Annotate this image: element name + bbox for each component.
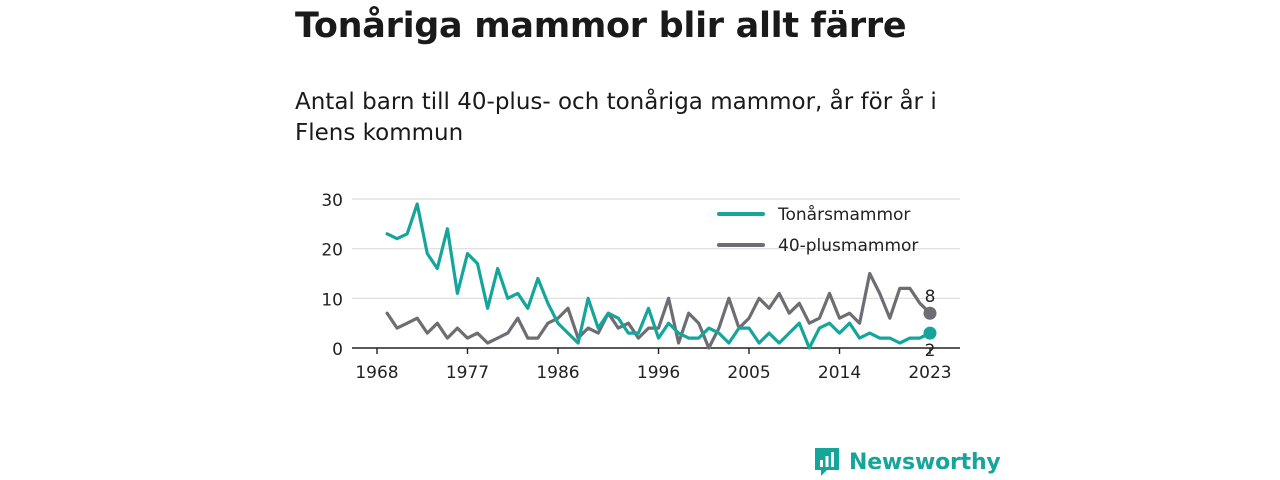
x-tick-label: 1968 (355, 363, 398, 383)
legend-label: 40-plusmammor (778, 236, 918, 256)
y-tick-label: 30 (321, 191, 343, 211)
series-line-tonarsmammor (385, 202, 932, 350)
chart-title: Tonåriga mammor blir allt färre (295, 6, 907, 46)
end-point-tonarsmammor (923, 326, 937, 340)
x-tick-label: 2014 (818, 363, 861, 383)
end-point-40-plusmammor (923, 306, 937, 320)
x-tick-label: 2005 (727, 363, 770, 383)
y-tick-label: 0 (332, 340, 343, 360)
x-tick-label: 2023 (908, 363, 951, 383)
chart-subtitle: Antal barn till 40-plus- och tonåriga ma… (295, 89, 937, 146)
end-value-label: 8 (925, 287, 936, 307)
x-tick-label: 1996 (637, 363, 680, 383)
series-line-40-plusmammor (385, 271, 932, 350)
y-tick-label: 20 (321, 241, 343, 261)
y-tick-label: 10 (321, 290, 343, 310)
x-tick-label: 1977 (446, 363, 489, 383)
end-value-label: 2 (925, 341, 936, 361)
newsworthy-logo-icon (815, 448, 839, 476)
brand-name: Newsworthy (849, 449, 1001, 475)
legend-label: Tonårsmammor (777, 204, 910, 225)
newsworthy-logo: Newsworthy (813, 446, 1001, 478)
x-tick-label: 1986 (536, 363, 579, 383)
